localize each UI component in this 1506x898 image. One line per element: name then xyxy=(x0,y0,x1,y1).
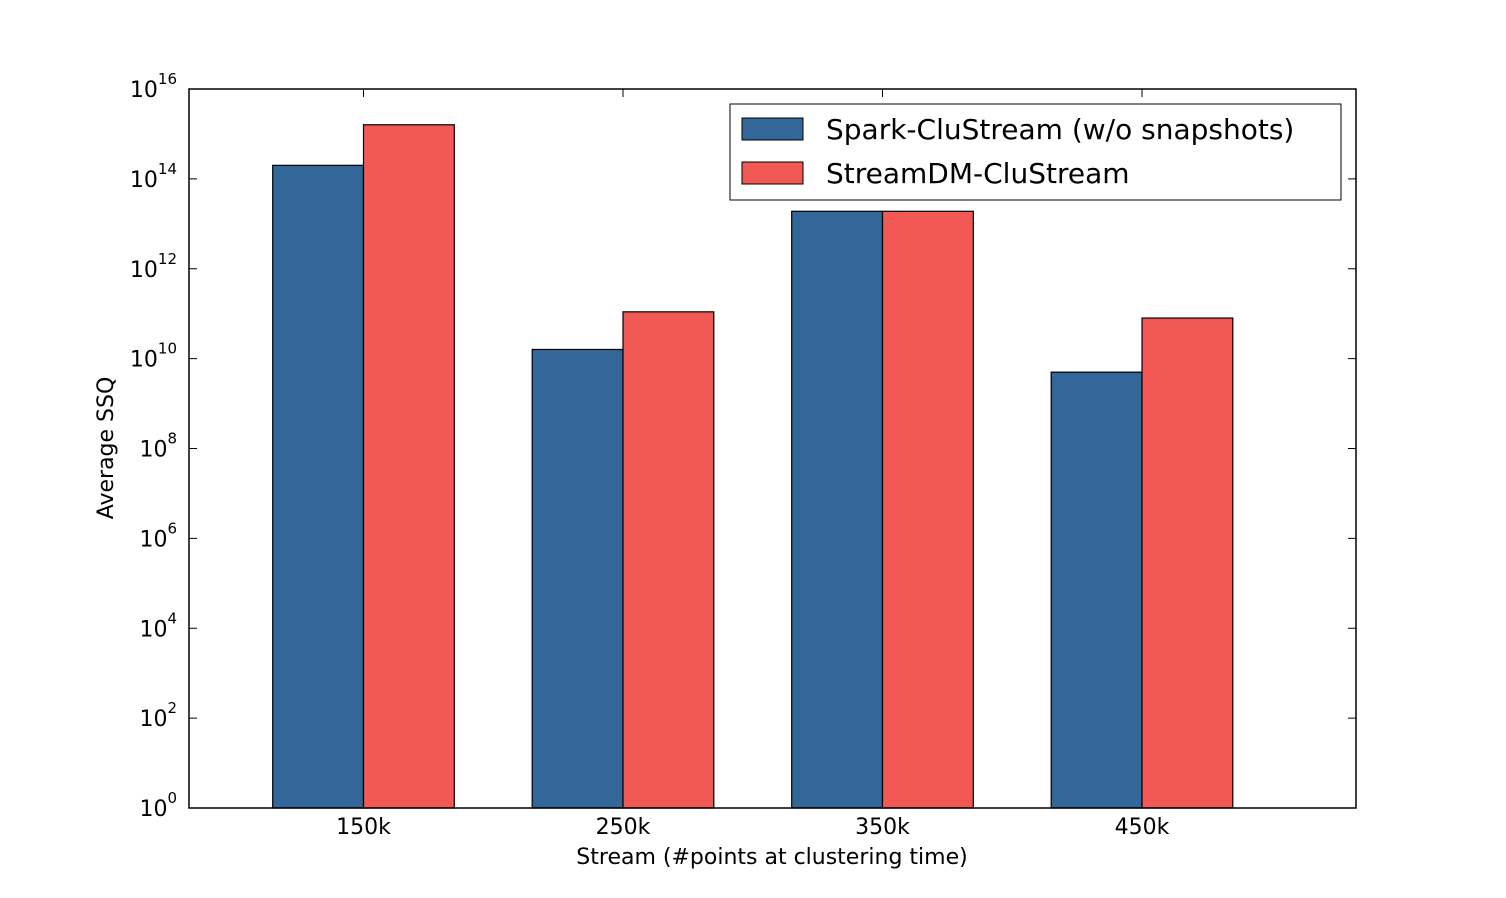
y-tick-label: 100 xyxy=(139,789,177,822)
y-tick-label-base: 10 xyxy=(130,168,158,193)
y-tick-label: 106 xyxy=(139,519,177,552)
bar-streamdm-250k xyxy=(622,311,715,809)
bar-streamdm-150k xyxy=(362,124,455,809)
y-tick-label: 1010 xyxy=(130,340,177,373)
x-axis-label: Stream (#points at clustering time) xyxy=(576,845,967,870)
y-tick-label-exponent: 0 xyxy=(167,789,177,807)
y-tick-label: 108 xyxy=(139,430,177,463)
y-tick-label: 1014 xyxy=(130,160,177,193)
y-tick-label-base: 10 xyxy=(130,348,158,373)
x-tick-label: 450k xyxy=(1115,815,1170,840)
bar-spark-150k xyxy=(272,164,365,809)
x-axis: 150k 250k 350k 450k xyxy=(336,89,1170,840)
bar-spark-450k xyxy=(1050,371,1143,809)
y-tick-label: 104 xyxy=(139,609,177,642)
y-tick-label-base: 10 xyxy=(130,78,158,103)
y-tick-label-exponent: 2 xyxy=(167,699,177,717)
legend-frame xyxy=(729,103,1342,201)
y-tick-label: 102 xyxy=(139,699,177,732)
x-tick-label: 250k xyxy=(596,815,651,840)
y-tick-label-base: 10 xyxy=(139,438,167,463)
y-tick-label-exponent: 4 xyxy=(167,609,177,627)
legend: Spark-CluStream (w/o snapshots) StreamDM-… xyxy=(729,103,1342,201)
y-tick-label: 1016 xyxy=(130,70,177,103)
x-tick-label: 350k xyxy=(855,815,910,840)
y-tick-label-exponent: 8 xyxy=(167,430,177,448)
y-axis-label: Average SSQ xyxy=(94,377,119,520)
bars-group xyxy=(272,124,1234,809)
y-tick-label-base: 10 xyxy=(139,797,167,822)
bar-spark-350k xyxy=(791,210,884,809)
bar-streamdm-350k xyxy=(881,210,974,809)
y-tick-label-exponent: 10 xyxy=(158,340,177,358)
y-tick-label-exponent: 16 xyxy=(158,70,177,88)
y-tick-label-exponent: 14 xyxy=(158,160,177,178)
y-tick-label-base: 10 xyxy=(139,707,167,732)
x-tick-label: 150k xyxy=(336,815,391,840)
legend-swatch-spark xyxy=(741,117,804,141)
y-tick-label-exponent: 12 xyxy=(158,250,177,268)
y-tick-label-exponent: 6 xyxy=(167,519,177,537)
legend-swatch-streamdm xyxy=(741,161,804,185)
y-tick-label-base: 10 xyxy=(139,527,167,552)
y-tick-label-base: 10 xyxy=(139,617,167,642)
bar-spark-250k xyxy=(531,348,624,809)
legend-label-spark: Spark-CluStream (w/o snapshots) xyxy=(826,113,1294,146)
legend-label-streamdm: StreamDM-CluStream xyxy=(826,157,1130,190)
bar-streamdm-450k xyxy=(1141,317,1234,809)
y-tick-label: 1012 xyxy=(130,250,177,283)
y-tick-label-base: 10 xyxy=(130,258,158,283)
